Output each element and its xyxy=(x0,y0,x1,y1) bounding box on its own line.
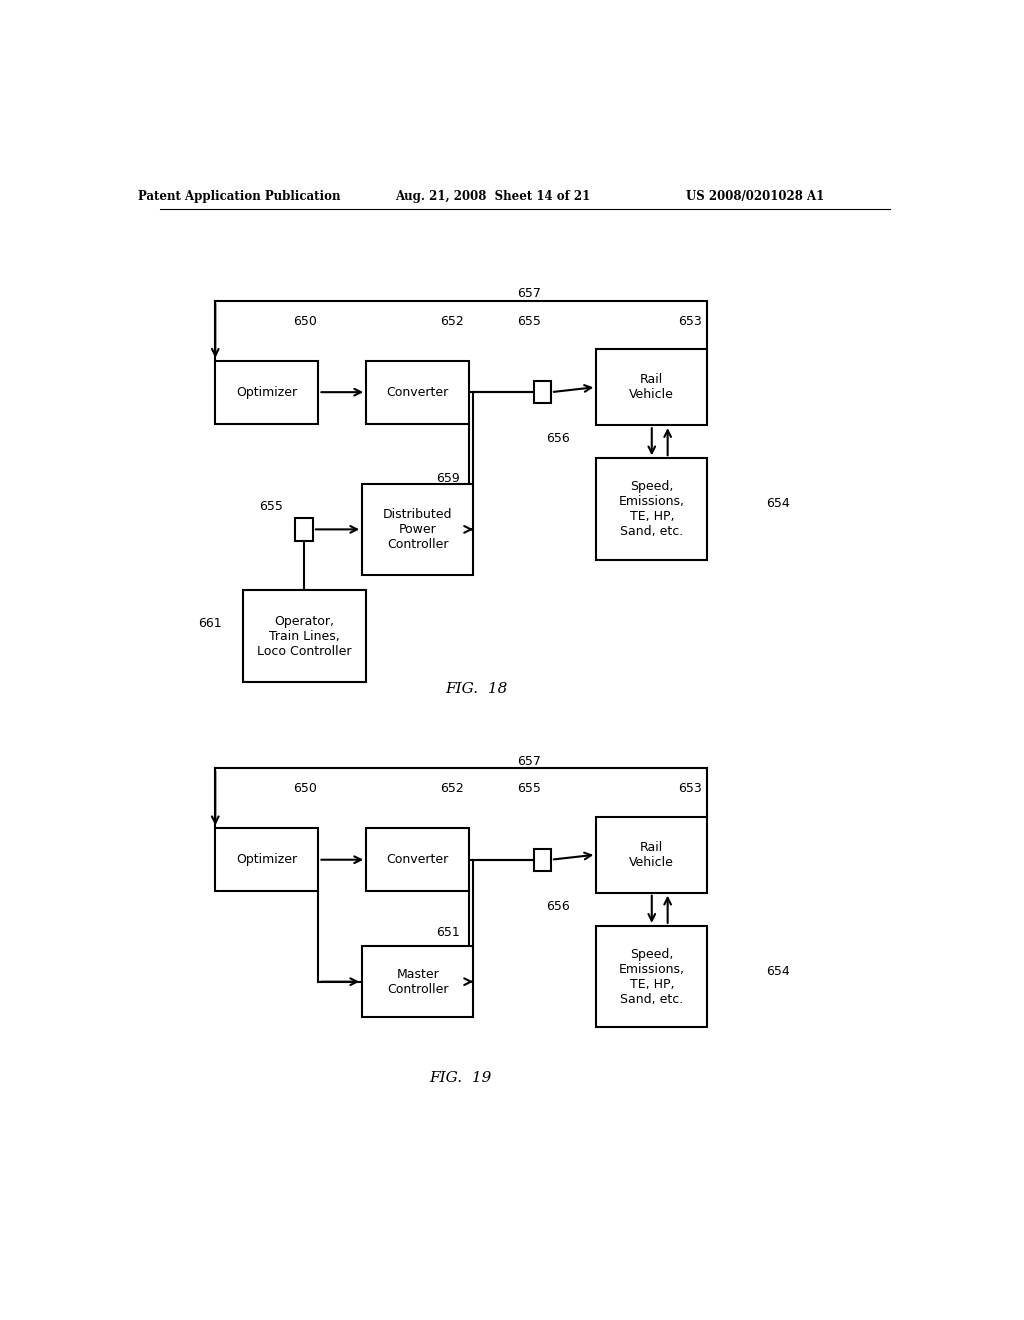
Text: 650: 650 xyxy=(293,314,317,327)
Text: 661: 661 xyxy=(198,618,221,631)
Text: Operator,
Train Lines,
Loco Controller: Operator, Train Lines, Loco Controller xyxy=(257,615,351,657)
Text: 654: 654 xyxy=(766,498,790,511)
Bar xyxy=(215,828,318,891)
Text: 652: 652 xyxy=(440,314,464,327)
Text: Converter: Converter xyxy=(386,853,449,866)
Text: Distributed
Power
Controller: Distributed Power Controller xyxy=(383,508,453,550)
Text: 659: 659 xyxy=(436,473,460,484)
Text: Aug. 21, 2008  Sheet 14 of 21: Aug. 21, 2008 Sheet 14 of 21 xyxy=(395,190,591,202)
Text: 657: 657 xyxy=(517,755,541,768)
Text: 655: 655 xyxy=(259,499,283,512)
Text: US 2008/0201028 A1: US 2008/0201028 A1 xyxy=(686,190,824,202)
Text: 657: 657 xyxy=(517,286,541,300)
Text: FIG.  18: FIG. 18 xyxy=(445,682,508,696)
Text: Converter: Converter xyxy=(386,385,449,399)
Text: Optimizer: Optimizer xyxy=(237,853,297,866)
Text: FIG.  19: FIG. 19 xyxy=(430,1072,492,1085)
Text: 653: 653 xyxy=(678,314,701,327)
Bar xyxy=(534,381,551,404)
Text: Rail
Vehicle: Rail Vehicle xyxy=(630,374,674,401)
Text: Speed,
Emissions,
TE, HP,
Sand, etc.: Speed, Emissions, TE, HP, Sand, etc. xyxy=(618,948,685,1006)
Text: 652: 652 xyxy=(440,781,464,795)
Text: Speed,
Emissions,
TE, HP,
Sand, etc.: Speed, Emissions, TE, HP, Sand, etc. xyxy=(618,480,685,539)
Text: 655: 655 xyxy=(517,781,541,795)
Bar xyxy=(596,817,708,892)
Bar xyxy=(296,519,313,541)
Text: 656: 656 xyxy=(546,900,570,913)
Text: Optimizer: Optimizer xyxy=(237,385,297,399)
Bar xyxy=(367,360,469,424)
Text: 650: 650 xyxy=(293,781,317,795)
Bar xyxy=(534,849,551,871)
Bar xyxy=(362,483,473,576)
Bar xyxy=(243,590,366,682)
Text: Rail
Vehicle: Rail Vehicle xyxy=(630,841,674,869)
Text: 653: 653 xyxy=(678,781,701,795)
Text: 651: 651 xyxy=(436,927,460,940)
Text: 655: 655 xyxy=(517,314,541,327)
Bar xyxy=(596,458,708,560)
Bar xyxy=(596,925,708,1027)
Bar xyxy=(362,946,473,1018)
Text: 654: 654 xyxy=(766,965,790,978)
Text: 656: 656 xyxy=(546,433,570,445)
Text: Patent Application Publication: Patent Application Publication xyxy=(138,190,340,202)
Bar xyxy=(367,828,469,891)
Bar xyxy=(215,360,318,424)
Bar xyxy=(596,348,708,425)
Text: Master
Controller: Master Controller xyxy=(387,968,449,995)
